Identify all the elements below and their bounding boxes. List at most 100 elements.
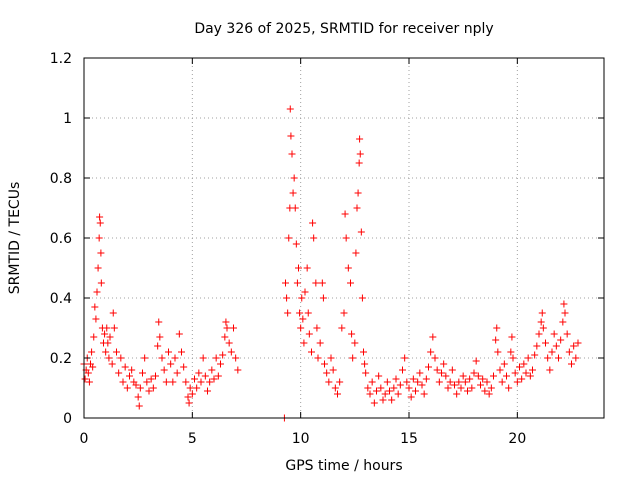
data-point [457, 384, 465, 392]
data-point [379, 396, 387, 404]
data-point [297, 324, 305, 332]
data-point [303, 264, 311, 272]
data-point [143, 378, 151, 386]
data-point [362, 369, 370, 377]
data-point [348, 330, 356, 338]
data-point [206, 378, 214, 386]
data-point [197, 378, 205, 386]
data-point [442, 372, 450, 380]
data-point [479, 375, 487, 383]
data-point [331, 384, 339, 392]
data-point [336, 378, 344, 386]
data-point [370, 399, 378, 407]
data-point [535, 330, 543, 338]
data-point [438, 369, 445, 377]
data-point [212, 354, 220, 362]
data-point [539, 324, 547, 332]
data-point [152, 372, 159, 380]
data-point [309, 219, 317, 227]
data-point [355, 159, 363, 167]
data-point [468, 384, 476, 392]
data-point [360, 348, 367, 356]
data-point [312, 279, 320, 287]
data-point [368, 378, 376, 386]
data-point [301, 288, 309, 296]
data-point [485, 390, 493, 398]
data-point [508, 333, 516, 341]
data-point [191, 375, 198, 383]
data-point [128, 366, 136, 374]
x-tick-label: 0 [80, 431, 89, 447]
y-tick-label: 0.6 [50, 231, 72, 247]
data-point [155, 318, 163, 326]
data-point [193, 384, 201, 392]
data-point [290, 174, 298, 182]
data-point [84, 369, 92, 377]
data-point [483, 378, 491, 386]
data-point [412, 387, 419, 395]
data-point [357, 228, 365, 236]
data-point [537, 318, 545, 326]
data-point [455, 378, 463, 386]
data-point [201, 372, 209, 380]
data-point [516, 363, 523, 371]
data-point [178, 348, 185, 356]
data-point [538, 309, 546, 317]
data-point [366, 390, 374, 398]
data-point [394, 390, 402, 398]
data-point [103, 324, 111, 332]
y-tick-label: 0 [63, 411, 72, 427]
data-point [156, 333, 164, 341]
data-point [108, 360, 116, 368]
data-point [472, 357, 480, 365]
data-point [453, 390, 461, 398]
data-point [321, 360, 328, 368]
data-point [173, 369, 181, 377]
data-point [498, 378, 506, 386]
data-point [481, 387, 489, 395]
data-point [440, 360, 448, 368]
data-point [105, 354, 113, 362]
data-point [316, 339, 324, 347]
data-point [94, 264, 102, 272]
data-point [470, 369, 478, 377]
data-point [225, 339, 233, 347]
axis-ticks [83, 57, 604, 419]
data-point [285, 234, 293, 242]
data-point [313, 324, 321, 332]
data-point [403, 378, 411, 386]
data-point [135, 402, 143, 410]
data-point [509, 354, 517, 362]
data-point [180, 363, 188, 371]
data-point [323, 369, 331, 377]
data-point [88, 348, 96, 356]
data-point [293, 279, 301, 287]
data-point [500, 360, 508, 368]
data-point [106, 333, 114, 341]
data-point [282, 279, 289, 287]
data-point [298, 294, 306, 302]
data-point [167, 360, 175, 368]
data-point [318, 279, 326, 287]
data-point [416, 369, 424, 377]
data-point [420, 390, 428, 398]
data-point [171, 354, 179, 362]
data-point [334, 390, 341, 398]
data-point [487, 384, 495, 392]
y-tick-label: 1.2 [50, 51, 72, 67]
data-point [147, 375, 155, 383]
data-point [344, 264, 352, 272]
data-point [466, 375, 474, 383]
data-point [568, 360, 575, 368]
data-point [102, 348, 110, 356]
data-point [347, 279, 354, 287]
data-point [356, 135, 364, 143]
data-point [544, 354, 552, 362]
data-point [184, 393, 192, 401]
y-tick-label: 0.8 [50, 171, 72, 187]
data-point [396, 381, 404, 389]
data-point [351, 339, 359, 347]
data-point [464, 387, 471, 395]
data-point [375, 372, 383, 380]
